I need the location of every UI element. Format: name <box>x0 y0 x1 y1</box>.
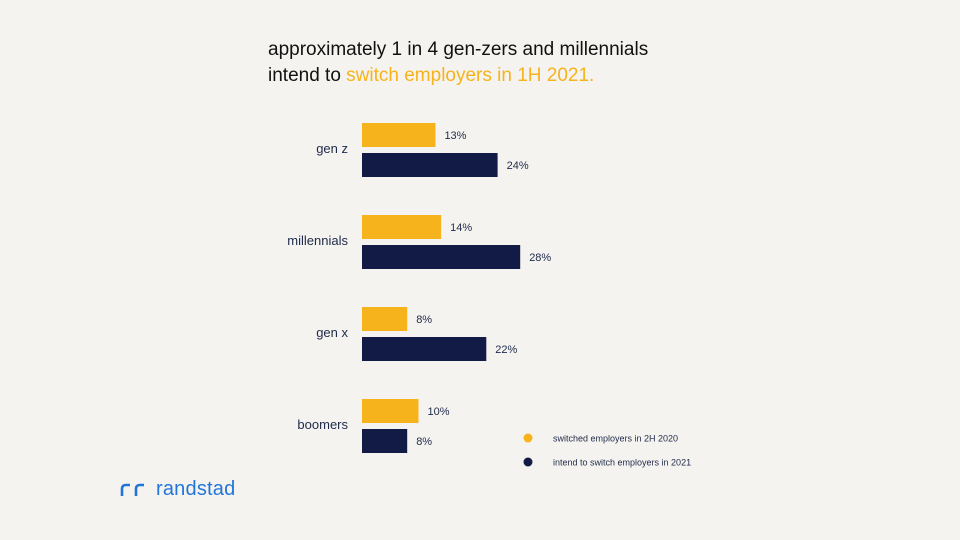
title-line-1: approximately 1 in 4 gen-zers and millen… <box>268 39 649 60</box>
bar-switched <box>362 307 408 331</box>
bar-intend <box>362 245 521 269</box>
legend-label: switched employers in 2H 2020 <box>553 434 678 444</box>
bar-switched <box>362 215 442 239</box>
bar-intend <box>362 429 408 453</box>
category-label: gen x <box>316 325 348 340</box>
bar-intend <box>362 337 487 361</box>
data-label: 8% <box>416 436 432 448</box>
bar-intend <box>362 153 498 177</box>
category-label: boomers <box>297 417 348 432</box>
data-label: 14% <box>450 222 472 234</box>
legend-swatch <box>523 457 533 467</box>
randstad-logo-icon <box>120 483 144 496</box>
category-label: millennials <box>287 233 348 248</box>
legend-swatch <box>523 433 533 443</box>
data-label: 8% <box>416 314 432 326</box>
randstad-logo: randstad <box>120 478 235 501</box>
bar-switched <box>362 123 436 147</box>
data-label: 28% <box>529 252 551 264</box>
data-label: 22% <box>495 344 517 356</box>
brand-name: randstad <box>156 478 236 500</box>
legend-label: intend to switch employers in 2021 <box>553 458 691 468</box>
title-line-2: intend to switch employers in 1H 2021. <box>268 63 648 89</box>
data-label: 13% <box>444 130 466 142</box>
data-label: 24% <box>507 160 529 172</box>
title-line-2-prefix: intend to <box>268 65 347 86</box>
data-label: 10% <box>428 406 450 418</box>
bar-switched <box>362 399 419 423</box>
title-highlight: switch employers in 1H 2021. <box>346 65 595 86</box>
category-label: gen z <box>316 141 348 156</box>
chart-title: approximately 1 in 4 gen-zers and millen… <box>268 37 648 89</box>
